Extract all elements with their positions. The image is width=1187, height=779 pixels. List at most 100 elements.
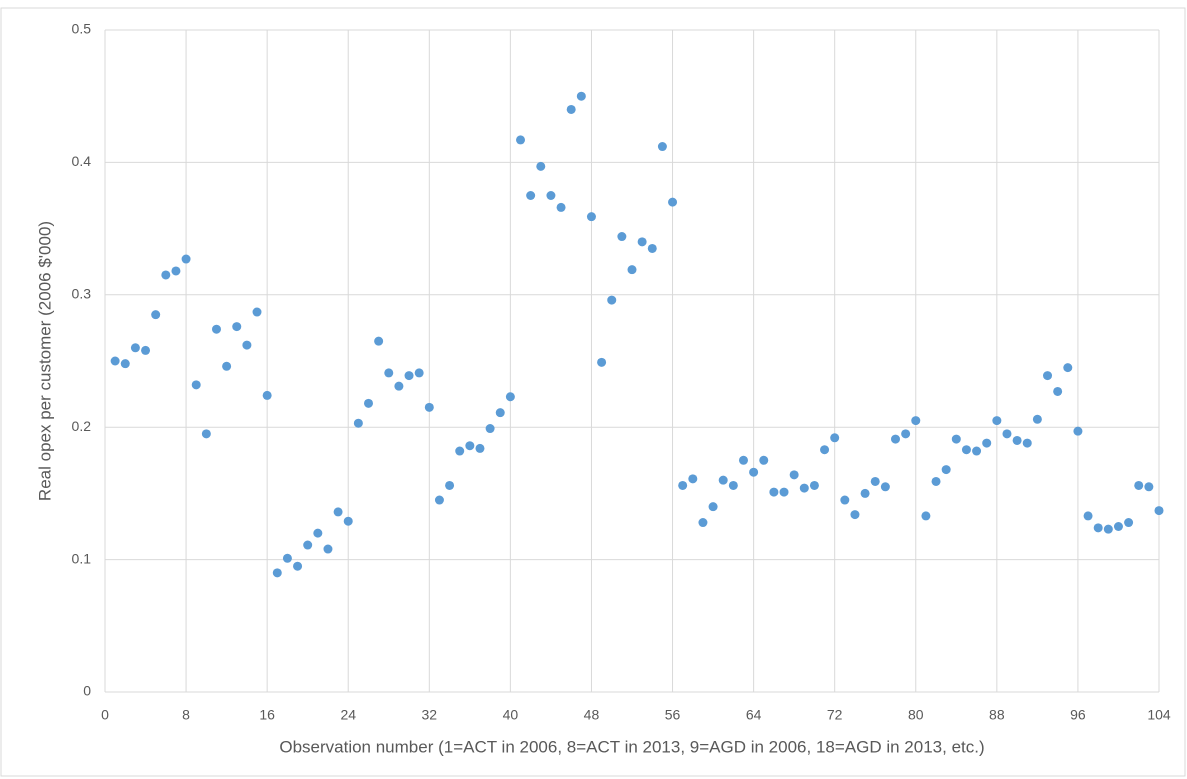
data-point <box>475 443 485 453</box>
data-point <box>364 398 373 408</box>
data-point <box>1063 363 1073 373</box>
data-point <box>688 474 698 484</box>
data-point <box>901 429 911 439</box>
data-point <box>1124 518 1134 528</box>
data-point <box>891 434 900 444</box>
data-point <box>738 455 748 465</box>
data-point <box>384 368 394 378</box>
data-point <box>749 467 759 477</box>
y-tick-label: 0 <box>83 683 91 699</box>
x-tick-label: 88 <box>989 707 1005 723</box>
data-point <box>282 553 292 563</box>
data-point <box>495 408 505 418</box>
x-tick-label: 0 <box>101 707 109 723</box>
y-tick-label: 0.3 <box>72 286 92 302</box>
data-point <box>303 540 313 550</box>
data-point <box>941 465 951 475</box>
data-point <box>404 371 414 381</box>
data-point <box>759 455 769 465</box>
y-axis-title: Real opex per customer (2006 $'000) <box>35 221 54 501</box>
data-point <box>556 202 566 212</box>
data-point <box>434 495 444 505</box>
data-point <box>242 340 252 350</box>
data-point <box>445 480 455 490</box>
data-point <box>1103 524 1113 534</box>
data-point <box>201 429 211 439</box>
data-point <box>576 91 586 101</box>
data-point <box>668 197 678 207</box>
data-point <box>313 528 323 538</box>
x-tick-label: 104 <box>1147 707 1171 723</box>
data-point <box>526 191 536 200</box>
data-point <box>222 361 232 371</box>
data-point <box>1002 429 1012 439</box>
data-point <box>972 446 982 456</box>
data-point <box>465 441 475 451</box>
data-point <box>566 104 576 114</box>
data-point <box>911 416 921 426</box>
x-tick-label: 72 <box>827 707 843 723</box>
data-point <box>728 480 738 490</box>
data-point <box>820 445 830 455</box>
data-point <box>353 418 363 428</box>
data-point <box>1134 480 1144 490</box>
y-tick-label: 0.1 <box>72 550 92 566</box>
data-point <box>394 381 404 391</box>
data-point <box>840 495 850 505</box>
data-point <box>1083 511 1093 521</box>
data-point <box>931 476 941 486</box>
data-point <box>718 475 728 485</box>
x-tick-label: 32 <box>422 707 438 723</box>
x-tick-label: 8 <box>182 707 190 723</box>
data-point <box>424 402 434 412</box>
data-point <box>799 483 809 493</box>
data-point <box>130 343 140 353</box>
data-point <box>850 510 860 520</box>
data-point <box>698 518 708 528</box>
data-point <box>232 322 242 332</box>
data-point <box>191 380 201 390</box>
data-point <box>607 295 617 305</box>
data-point <box>617 232 627 242</box>
data-point <box>120 359 130 369</box>
y-tick-label: 0.5 <box>72 21 92 37</box>
data-point <box>485 424 495 434</box>
data-point <box>627 265 637 275</box>
data-point <box>1073 426 1083 436</box>
data-point <box>1022 438 1032 448</box>
data-point <box>809 480 819 490</box>
data-point <box>1113 522 1123 531</box>
x-tick-label: 80 <box>908 707 924 723</box>
data-point <box>1012 435 1022 445</box>
x-tick-label: 48 <box>584 707 600 723</box>
data-point <box>161 270 171 280</box>
data-point <box>505 392 515 402</box>
x-axis-title: Observation number (1=ACT in 2006, 8=ACT… <box>279 737 984 756</box>
data-point <box>647 243 657 253</box>
data-point <box>769 487 779 497</box>
data-point <box>455 446 465 456</box>
data-point <box>141 345 151 355</box>
data-point <box>1093 523 1103 533</box>
data-point <box>414 368 424 378</box>
data-point <box>272 568 282 578</box>
data-point <box>789 470 799 480</box>
data-point <box>374 336 384 346</box>
data-point <box>171 266 181 276</box>
data-point <box>860 488 870 498</box>
data-point <box>516 135 526 145</box>
data-point <box>961 445 971 455</box>
data-point <box>992 416 1002 426</box>
data-point <box>333 507 343 517</box>
data-point <box>951 434 961 444</box>
data-point <box>678 480 688 490</box>
x-tick-label: 40 <box>503 707 519 723</box>
x-tick-label: 24 <box>340 707 356 723</box>
x-tick-label: 96 <box>1070 707 1086 723</box>
data-point <box>181 254 191 264</box>
data-point <box>343 516 353 526</box>
data-point <box>597 357 607 367</box>
data-point <box>262 390 272 400</box>
data-point <box>657 142 667 152</box>
